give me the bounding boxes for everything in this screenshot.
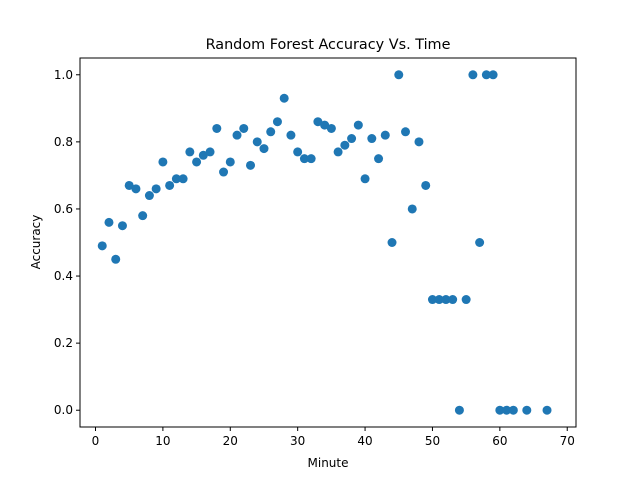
data-point bbox=[320, 120, 330, 130]
y-tick-label: 0.4 bbox=[54, 269, 73, 283]
data-point bbox=[219, 167, 229, 177]
x-tick-label: 40 bbox=[357, 434, 372, 448]
data-point bbox=[299, 154, 309, 164]
data-point bbox=[165, 180, 175, 190]
data-point bbox=[212, 123, 222, 133]
x-tick-label: 60 bbox=[492, 434, 507, 448]
data-point bbox=[272, 117, 282, 127]
x-axis-label: Minute bbox=[308, 456, 349, 470]
data-point bbox=[158, 157, 168, 167]
data-point bbox=[488, 70, 498, 80]
data-point bbox=[441, 295, 451, 305]
data-point bbox=[461, 295, 471, 305]
data-point bbox=[279, 93, 289, 103]
data-point bbox=[252, 137, 262, 147]
data-point bbox=[246, 160, 255, 170]
data-point bbox=[414, 137, 424, 147]
data-point bbox=[117, 221, 127, 231]
data-point bbox=[421, 180, 431, 190]
data-point bbox=[347, 134, 357, 144]
data-point bbox=[454, 405, 464, 415]
x-tick-label: 50 bbox=[425, 434, 440, 448]
data-point bbox=[380, 130, 390, 140]
data-point bbox=[407, 204, 417, 214]
data-point bbox=[394, 70, 404, 80]
y-tick-label: 0.8 bbox=[54, 135, 73, 149]
data-point bbox=[508, 405, 518, 415]
data-point bbox=[286, 130, 296, 140]
data-point bbox=[367, 134, 377, 144]
data-point bbox=[353, 120, 363, 130]
data-point bbox=[481, 70, 491, 80]
data-point bbox=[475, 238, 485, 247]
data-point bbox=[340, 140, 350, 150]
data-point bbox=[374, 154, 384, 164]
data-point bbox=[495, 405, 505, 415]
y-tick-label: 0.6 bbox=[54, 202, 73, 216]
data-point bbox=[266, 127, 276, 137]
plot-area: 0 10 20 30 40 50 60 70 0.0 0.2 0.4 0.6 0.8 1.0 bbox=[54, 57, 577, 448]
data-point bbox=[542, 405, 552, 415]
data-point bbox=[259, 144, 269, 154]
x-tick-label: 0 bbox=[92, 434, 100, 448]
data-point bbox=[198, 150, 208, 160]
axes-frame bbox=[79, 57, 577, 428]
data-point bbox=[502, 405, 512, 415]
data-point bbox=[97, 241, 107, 251]
data-point bbox=[434, 295, 444, 305]
data-point bbox=[192, 157, 202, 167]
data-point bbox=[131, 184, 141, 194]
data-point bbox=[104, 217, 114, 227]
data-point bbox=[171, 174, 181, 184]
data-point bbox=[151, 184, 161, 194]
y-tick-label: 0.2 bbox=[54, 336, 73, 350]
data-point bbox=[360, 174, 370, 184]
data-point bbox=[427, 295, 437, 305]
data-point bbox=[468, 70, 478, 80]
data-point bbox=[522, 405, 532, 415]
data-point bbox=[293, 147, 303, 157]
data-point bbox=[232, 130, 242, 140]
x-tick-label: 20 bbox=[223, 434, 238, 448]
data-point bbox=[313, 117, 323, 127]
data-point bbox=[225, 157, 235, 167]
data-point bbox=[326, 123, 336, 133]
y-axis-label: Accuracy bbox=[29, 215, 43, 270]
data-point bbox=[185, 147, 195, 157]
chart-title: Random Forest Accuracy Vs. Time bbox=[206, 37, 451, 53]
data-point bbox=[401, 127, 410, 137]
data-point bbox=[138, 211, 148, 221]
data-point bbox=[124, 180, 134, 190]
data-point bbox=[306, 154, 316, 164]
data-point bbox=[387, 238, 397, 247]
y-tick-label: 1.0 bbox=[54, 68, 73, 82]
data-point bbox=[178, 174, 188, 184]
data-point bbox=[111, 254, 121, 264]
data-point bbox=[144, 191, 154, 201]
x-tick-label: 10 bbox=[155, 434, 170, 448]
y-tick-label: 0.0 bbox=[54, 403, 73, 417]
x-tick-label: 30 bbox=[290, 434, 305, 448]
x-tick-label: 70 bbox=[560, 434, 575, 448]
data-point bbox=[205, 147, 215, 157]
data-point bbox=[239, 123, 249, 133]
data-point bbox=[333, 147, 343, 157]
data-point bbox=[448, 295, 458, 305]
